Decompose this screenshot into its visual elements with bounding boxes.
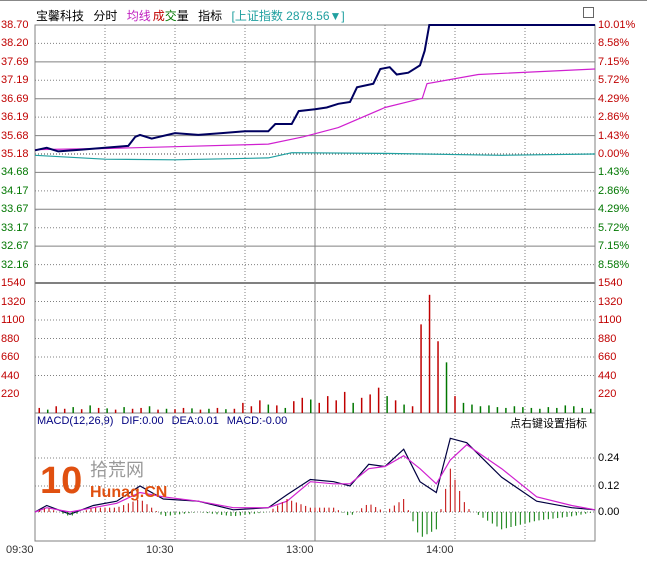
dea-line [34, 444, 596, 513]
watermark-site: Hunag.CN [90, 484, 168, 501]
macd-tick: 0.00 [598, 506, 620, 518]
price-tick: 32.16 [1, 258, 29, 271]
tab-fenshi[interactable]: 分时 [93, 9, 118, 23]
chart-header: 宝馨科技 分时 均线 成交量 指标 [上证指数 2878.56▼] [36, 7, 351, 24]
price-tick: 38.20 [1, 37, 29, 50]
volume-tick-right: 440 [598, 369, 617, 382]
price-tick: 32.67 [1, 240, 29, 253]
price-tick: 34.68 [1, 166, 29, 179]
volume-tick-right: 1320 [598, 295, 623, 308]
percent-tick: 2.86% [598, 111, 630, 124]
macd-tick: 0.12 [598, 480, 620, 492]
price-tick: 35.18 [1, 148, 29, 160]
price-line [34, 24, 595, 153]
price-tick: 37.69 [1, 55, 29, 68]
volume-tick: 1320 [1, 295, 26, 308]
watermark-logo: 10 拾荒网 Hunag.CN [40, 459, 190, 509]
percent-tick: 4.29% [598, 203, 630, 216]
volume-tick: 1540 [1, 277, 26, 289]
volume-tick: 220 [1, 388, 20, 400]
dif-line [34, 437, 596, 515]
time-label: 14:00 [426, 544, 454, 556]
percent-tick: 1.43% [598, 166, 630, 179]
price-tick: 37.19 [1, 74, 29, 87]
percent-tick: 7.15% [598, 55, 630, 68]
macd-label: MACD(12,26,9) [37, 415, 114, 427]
tab-volume[interactable]: 成交量 [153, 9, 189, 23]
price-tick: 34.17 [1, 184, 29, 197]
volume-tick-right: 220 [598, 388, 617, 400]
macd-value: MACD:-0.00 [226, 415, 288, 427]
percent-tick: 8.58% [598, 258, 630, 271]
watermark-number: 10 [40, 460, 83, 502]
price-tick: 36.19 [1, 111, 29, 124]
percent-tick: 5.72% [598, 221, 630, 234]
price-tick: 38.70 [1, 19, 29, 31]
percent-tick: 10.01% [598, 19, 636, 31]
volume-char-3: 量 [176, 9, 189, 23]
volume-tick-right: 660 [598, 351, 617, 363]
macd-dea: DEA:0.01 [171, 415, 219, 427]
avg-price-line [34, 68, 596, 151]
volume-tick-right: 1540 [598, 277, 623, 289]
macd-tick: 0.24 [598, 452, 620, 464]
index-line [34, 152, 596, 161]
time-label: 13:00 [286, 544, 314, 556]
macd-dif: DIF:0.00 [121, 415, 164, 427]
volume-tick-right: 880 [598, 332, 617, 345]
maximize-button[interactable] [583, 7, 594, 18]
percent-tick: 7.15% [598, 240, 630, 253]
index-info[interactable]: [上证指数 2878.56▼] [231, 9, 345, 23]
watermark-text: 拾荒网 [90, 460, 144, 480]
percent-tick: 1.43% [598, 129, 630, 142]
price-tick: 36.69 [1, 92, 29, 105]
price-tick: 33.17 [1, 221, 29, 234]
time-label: 10:30 [146, 544, 174, 556]
time-label: 09:30 [6, 544, 34, 556]
volume-tick-right: 1100 [598, 314, 622, 326]
stock-name: 宝馨科技 [36, 9, 85, 23]
percent-tick: 0.00% [598, 148, 630, 160]
volume-tick: 440 [1, 369, 20, 382]
price-tick: 35.68 [1, 129, 29, 142]
volume-tick: 880 [1, 332, 20, 345]
percent-tick: 5.72% [598, 74, 630, 87]
right-click-hint: 点右键设置指标 [510, 418, 587, 430]
volume-tick: 1100 [1, 314, 25, 326]
tab-indicator[interactable]: 指标 [198, 9, 223, 23]
volume-char-1: 成 [152, 9, 165, 23]
volume-tick: 660 [1, 351, 20, 363]
percent-tick: 8.58% [598, 37, 630, 50]
price-tick: 33.67 [1, 203, 29, 216]
volume-char-2: 交 [164, 9, 177, 23]
macd-legend: MACD(12,26,9) DIF:0.00 DEA:0.01 MACD:-0.00 [37, 415, 295, 427]
tab-avg-line[interactable]: 均线 [126, 9, 151, 23]
percent-tick: 2.86% [598, 184, 630, 197]
percent-tick: 4.29% [598, 92, 630, 105]
